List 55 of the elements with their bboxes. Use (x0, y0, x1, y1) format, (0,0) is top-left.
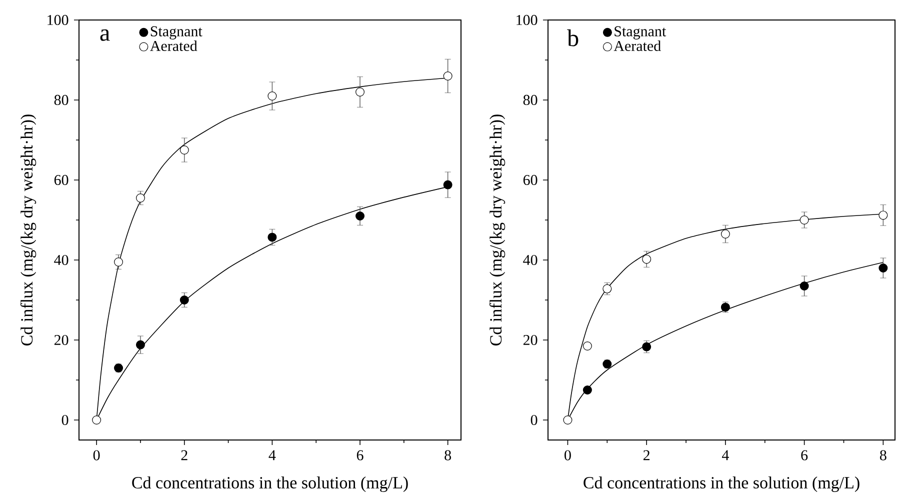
point (443, 180, 452, 190)
x-tick-label: 2 (643, 450, 650, 460)
x-tick-label: 4 (722, 450, 729, 460)
x-tick-label: 6 (356, 450, 364, 460)
x-axis-title: Cd concentrations in the solution (mg/L) (132, 476, 408, 492)
y-tick-label: 80 (523, 94, 538, 106)
point (800, 282, 809, 290)
y-tick-label: 40 (54, 254, 68, 266)
point (642, 342, 652, 352)
point (136, 194, 145, 202)
x-tick-label: 0 (93, 450, 100, 460)
point (720, 230, 730, 238)
legend-label: Stagnant (614, 26, 666, 40)
y-tick-label: 60 (54, 174, 68, 186)
y-tick-label: 20 (54, 334, 68, 346)
point (878, 264, 888, 272)
point (878, 210, 888, 220)
point (443, 71, 452, 80)
point (136, 340, 145, 350)
x-tick-label: 8 (444, 450, 452, 460)
x-tick-label: 4 (268, 450, 276, 460)
y-tick-label: 0 (62, 414, 68, 426)
annotation: a (100, 29, 110, 41)
x-axis-title: Cd concentrations in the solution (mg/L) (584, 476, 860, 492)
y-tick-label: 60 (523, 174, 538, 186)
point (800, 216, 809, 224)
y-tick-label: 40 (523, 254, 538, 266)
annotation: b (567, 29, 578, 46)
y-axis-title: Cd influx (mg/(kg dry weight·hr)) (20, 114, 36, 346)
point (642, 254, 652, 264)
point (356, 212, 365, 220)
x-tick-label: 6 (801, 450, 808, 460)
point (180, 296, 189, 304)
y-tick-label: 20 (523, 334, 538, 346)
legend-label: Aerated (614, 40, 661, 52)
point (582, 342, 592, 350)
x-tick-label: 2 (181, 450, 188, 460)
x-tick-label: 8 (880, 450, 886, 460)
legend-label: Stagnant (150, 26, 202, 40)
y-axis-title: Cd influx (mg/(kg dry weight·hr)) (489, 114, 506, 346)
point (356, 87, 365, 96)
point (563, 416, 572, 424)
y-tick-label: 0 (530, 414, 538, 426)
point (268, 91, 277, 100)
point (180, 146, 189, 154)
point (114, 258, 124, 266)
x-tick-label: 0 (564, 450, 571, 460)
point (268, 232, 277, 242)
legend-label: Aerated (150, 40, 198, 52)
point (582, 386, 592, 394)
point (602, 284, 612, 294)
point (92, 416, 102, 424)
y-tick-label: 80 (54, 94, 68, 106)
y-tick-label: 100 (48, 14, 68, 26)
y-tick-label: 100 (516, 14, 538, 26)
